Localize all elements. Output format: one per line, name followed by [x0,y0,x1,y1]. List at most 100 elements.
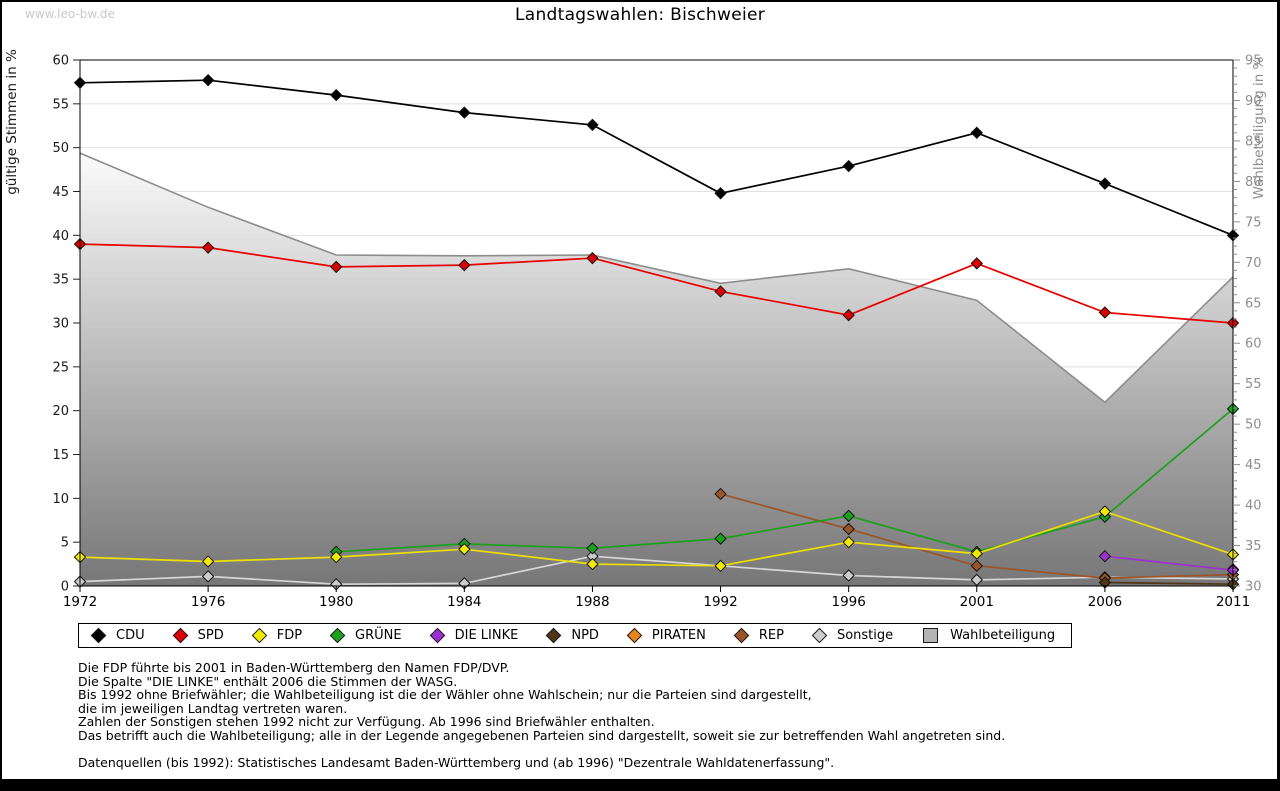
marker-cdu-2006 [1098,177,1112,190]
right-tick-label: 35 [1245,539,1262,554]
footnote-line-3: Bis 1992 ohne Briefwähler; die Wahlbetei… [78,687,812,703]
legend-item-grune: GRÜNE [329,627,402,644]
x-tick-label-2011: 2011 [1216,594,1250,610]
marker-sonstige-2001 [970,573,983,587]
marker-spd-2006 [1098,306,1112,319]
legend-item-spd: SPD [172,627,224,644]
right-tick-label: 75 [1245,215,1262,230]
marker-sonstige-1976 [201,570,215,583]
x-tick-label-1980: 1980 [319,594,353,610]
right-tick-label: 95 [1245,54,1262,69]
right-axis-title: Wahlbeteiligung in % [1251,56,1267,199]
legend-label-cdu: CDU [116,628,145,643]
legend-label-piraten: PIRATEN [651,628,706,643]
marker-cdu-1992 [714,187,727,200]
footnote-line-7 [78,743,1005,757]
x-tick-label-1988: 1988 [575,594,609,610]
legend-item-piraten: PIRATEN [626,627,706,644]
marker-fdp-1976 [201,555,215,568]
left-tick-label: 30 [52,317,69,332]
x-tick-label-1972: 1972 [63,594,97,610]
x-tick-label-1992: 1992 [703,594,737,610]
left-tick-label: 60 [52,54,69,69]
x-tick-label-1976: 1976 [191,594,225,610]
left-tick-label: 50 [52,141,69,156]
legend-label-rep: REP [758,628,784,643]
legend-item-npd: NPD [546,627,599,644]
marker-fdp-1992 [714,559,727,573]
series-line-die-linke [1104,555,1234,572]
right-tick-label: 50 [1245,418,1262,433]
footnotes: Die FDP führte bis 2001 in Baden-Württem… [78,661,1005,770]
right-tick-label: 60 [1245,337,1262,352]
legend-label-npd: NPD [571,628,599,643]
right-tick-label: 85 [1245,134,1262,149]
marker-spd-1984 [458,258,471,272]
legend-item-wahlbeteiligung: Wahlbeteiligung [923,628,1055,643]
marker-cdu-1980 [330,88,343,102]
series-line-npd [1104,581,1234,586]
series-line-spd [79,243,1234,324]
marker-cdu-1976 [201,73,215,87]
marker-spd-1988 [586,251,599,265]
x-tick-label-1984: 1984 [447,594,481,610]
left-tick-label: 15 [52,448,69,463]
marker-cdu-2001 [970,126,983,139]
marker-fdp-1996 [842,535,855,549]
legend-square-wahlbeteiligung [923,628,939,643]
legend-label-fdp: FDP [276,628,303,643]
election-chart: 0 5 10 15 20 25 30 35 40 45 50 55 60 30 35 40 45 50 55 60 65… [4,49,1267,610]
series-line-fdp [79,510,1234,567]
marker-spd-1976 [201,241,215,254]
x-tick-label-2001: 2001 [960,594,994,610]
wahlbeteiligung-area [80,153,1233,586]
x-tick-label-1996: 1996 [831,594,865,610]
right-tick-label: 40 [1245,499,1262,514]
left-tick-label: 35 [52,273,69,288]
marker-grune-1992 [714,532,727,545]
marker-spd-1996 [842,308,855,322]
legend-item-sonstige: Sonstige [811,627,894,644]
marker-spd-2001 [970,257,983,270]
legend-item-cdu: CDU [90,627,145,644]
marker-rep-1996 [842,522,855,536]
legend-diamond-cdu [90,627,107,644]
left-tick-label: 10 [52,492,69,507]
legend-label-die-linke: DIE LINKE [454,628,519,643]
left-tick-label: 45 [52,185,69,200]
marker-fdp-1984 [458,542,471,556]
series-line-cdu [79,79,1234,237]
marker-sonstige-1996 [842,569,855,582]
wahlbeteiligung-line [79,152,1234,404]
legend-diamond-npd [546,627,562,644]
right-tick-label: 90 [1245,94,1262,109]
x-tick-label-2006: 2006 [1088,594,1122,610]
marker-rep-2001 [970,559,983,573]
footnote-line-8: Datenquellen (bis 1992): Statistisches L… [78,755,835,771]
marker-fdp-1988 [586,557,599,571]
marker-cdu-1984 [458,106,471,119]
marker-cdu-1996 [842,159,855,173]
footnote-line-6: Das betrifft auch die Wahlbeteiligung; a… [78,727,1006,743]
marker-fdp-2006 [1098,505,1112,518]
left-tick-label: 40 [52,229,69,244]
marker-die-linke-2006 [1098,549,1112,563]
marker-cdu-1988 [586,118,599,132]
series-line-grune [336,408,1234,553]
legend-label-grune: GRÜNE [355,628,402,643]
left-axis-title: gültige Stimmen in % [4,49,20,195]
right-tick-label: 70 [1245,256,1262,271]
legend-diamond-spd [172,627,188,644]
right-tick-label: 65 [1245,296,1262,311]
marker-spd-1980 [330,260,343,274]
legend-label-sonstige: Sonstige [836,628,894,643]
legend-item-rep: REP [733,627,784,644]
legend-diamond-fdp [251,627,267,644]
legend-diamond-piraten [626,627,643,644]
right-tick-label: 45 [1245,458,1262,473]
left-tick-label: 55 [52,97,69,112]
chart-legend: CDU SPD FDP GRÜNE DIE LINKE NPD PIRATEN REP Sons… [78,623,1073,648]
legend-diamond-die-linke [429,627,445,644]
marker-fdp-2001 [970,547,983,560]
